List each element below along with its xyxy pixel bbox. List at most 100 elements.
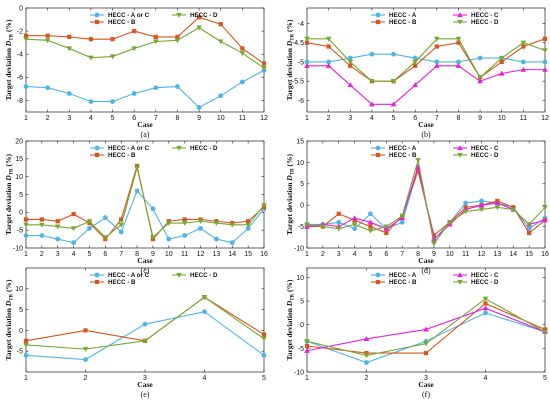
x-tick-label: 2 [321, 251, 325, 258]
data-point [261, 336, 267, 342]
x-tick-label: 4 [484, 375, 488, 382]
data-point [153, 39, 159, 45]
series-line [306, 160, 546, 246]
x-tick-label: 4 [370, 115, 374, 122]
y-axis-label: Target deviation DTR (%) [4, 279, 15, 361]
x-tick-label: 6 [132, 115, 136, 122]
data-point [229, 240, 235, 246]
data-point [198, 225, 203, 231]
series-A [23, 188, 267, 246]
data-point [431, 241, 437, 247]
x-tick-label: 6 [103, 251, 107, 258]
legend-label: HECC - A [389, 272, 417, 279]
data-point [542, 59, 548, 65]
data-point [23, 217, 29, 222]
data-point [240, 46, 245, 51]
x-tick-label: 4 [353, 251, 357, 258]
series-B [23, 15, 267, 66]
legend-marker [94, 152, 100, 158]
data-point [477, 78, 483, 84]
data-point [218, 22, 223, 27]
series-D [23, 165, 267, 241]
data-point [23, 342, 29, 348]
chart-panel-5: 1 2 3 4 5 -5 0 5 10 Case Target deviation DTR (%) (… [4, 267, 267, 399]
legend-marker [94, 272, 100, 278]
data-point [494, 205, 501, 211]
data-point [23, 352, 29, 358]
data-point [202, 309, 207, 315]
x-tick-label: 1 [24, 375, 28, 382]
data-point [39, 233, 45, 238]
data-point [201, 295, 208, 300]
data-point [110, 37, 115, 42]
legend-label: HECC - A [389, 12, 417, 19]
x-tick-label: 9 [432, 251, 436, 258]
series-D [23, 295, 267, 352]
x-tick-label: 3 [67, 115, 71, 122]
data-point [134, 188, 140, 194]
x-tick-label: 12 [260, 115, 268, 122]
data-point [368, 224, 373, 229]
x-tick-label: 11 [239, 115, 246, 122]
y-tick-label: 15 [296, 138, 304, 145]
x-tick-label: 5 [392, 115, 396, 122]
data-point [102, 215, 108, 221]
y-tick-label: -5 [298, 346, 304, 353]
data-point [415, 168, 421, 174]
data-point [150, 235, 156, 241]
x-tick-label: 16 [541, 251, 549, 258]
series-D [304, 296, 548, 359]
data-point [142, 321, 148, 327]
data-point [483, 301, 488, 306]
plot-frame [306, 140, 546, 249]
y-axis-label: Target deviation DTR (%) [285, 279, 296, 361]
data-point [175, 84, 180, 89]
x-tick-label: 1 [305, 375, 309, 382]
data-point [304, 343, 310, 349]
data-point [150, 206, 156, 212]
series-line [307, 53, 545, 63]
data-point [326, 59, 332, 65]
data-point [434, 44, 439, 49]
data-point [477, 55, 483, 61]
legend-marker [457, 19, 463, 25]
x-tick-label: 12 [541, 115, 549, 122]
y-tick-label: -8 [17, 98, 23, 105]
y-tick-label: 10 [15, 174, 23, 181]
data-point [510, 207, 517, 213]
legend-label: HECC - A or C [108, 145, 150, 152]
data-point [196, 104, 202, 110]
x-tick-label: 1 [24, 251, 28, 258]
y-axis-label: Target deviation DTR (%) [285, 153, 296, 235]
data-point [434, 62, 440, 68]
data-point [348, 63, 353, 68]
legend-marker [375, 272, 381, 278]
y-tick-label: 5 [300, 181, 304, 188]
y-tick-label: -5.5 [292, 79, 304, 86]
data-point [246, 219, 251, 224]
y-tick-label: 0 [300, 322, 304, 329]
series-line [25, 26, 265, 69]
data-point [383, 224, 390, 230]
data-point [45, 85, 51, 91]
legend-marker [375, 19, 381, 25]
x-tick-label: 6 [413, 115, 417, 122]
legend-marker [94, 12, 100, 18]
data-point [390, 101, 397, 107]
data-point [86, 219, 93, 225]
y-axis-label: Target deviation DTR (%) [285, 19, 296, 101]
chart-panel-6: 1 2 3 4 5 -10 -5 0 5 10 Case Target deviation DTR (… [285, 267, 548, 399]
series-D [304, 158, 548, 247]
y-tick-label: -4 [298, 21, 304, 28]
data-point [261, 61, 267, 66]
x-tick-label: 4 [203, 375, 207, 382]
data-point [39, 222, 45, 228]
legend-marker [176, 12, 182, 18]
data-point [304, 339, 310, 345]
y-tick-label: 10 [296, 275, 304, 282]
x-tick-label: 10 [217, 115, 225, 122]
x-tick-label: 11 [462, 251, 469, 258]
x-tick-label: 11 [520, 115, 527, 122]
data-point [213, 220, 220, 226]
